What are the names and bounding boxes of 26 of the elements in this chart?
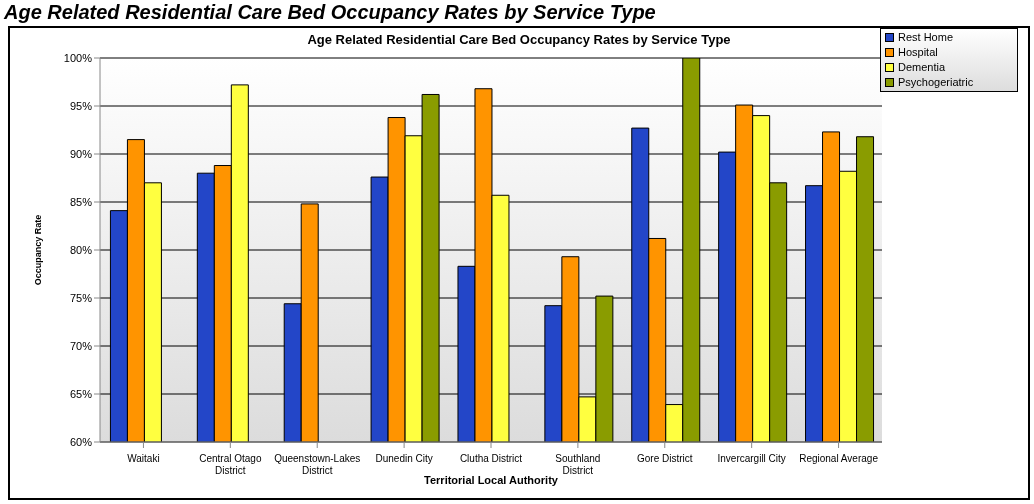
y-tick-label: 80% xyxy=(69,243,93,256)
y-tick-label: 90% xyxy=(69,147,93,160)
y-tick-label: 85% xyxy=(69,195,93,208)
chart-title: Age Related Residential Care Bed Occupancy Rates by Service Type xyxy=(3,0,657,25)
x-axis-title: Territorial Local Authority xyxy=(424,474,559,486)
x-tick-label: Southland District xyxy=(555,453,601,476)
x-tick-label: Invercargill City xyxy=(717,453,786,464)
legend-label: Psychogeriatric xyxy=(898,75,974,90)
x-tick-label: Gore District xyxy=(637,453,693,464)
x-tick-label: Dunedin City xyxy=(375,453,433,464)
y-tick-label: 70% xyxy=(69,339,93,352)
legend-label: Rest Home xyxy=(898,30,954,45)
y-tick-label: 65% xyxy=(69,387,93,400)
chart-subtitle: Age Related Residential Care Bed Occupancy Rates by Service Type xyxy=(307,32,731,47)
y-tick-label: 95% xyxy=(69,99,93,112)
x-tick-label: Regional Average xyxy=(799,453,879,464)
legend-label: Hospital xyxy=(898,45,938,60)
legend-label: Dementia xyxy=(898,60,946,75)
y-axis-title: Occupancy Rate xyxy=(33,214,44,286)
x-tick-label: Waitaki xyxy=(127,453,160,464)
x-tick-label: Central Otago District xyxy=(199,453,262,476)
x-tick-label: Queenstown-Lakes District xyxy=(274,453,361,476)
y-tick-label: 60% xyxy=(69,435,93,448)
x-tick-label: Clutha District xyxy=(459,453,523,464)
y-tick-label: 75% xyxy=(69,291,93,304)
y-tick-label: 100% xyxy=(63,51,93,64)
